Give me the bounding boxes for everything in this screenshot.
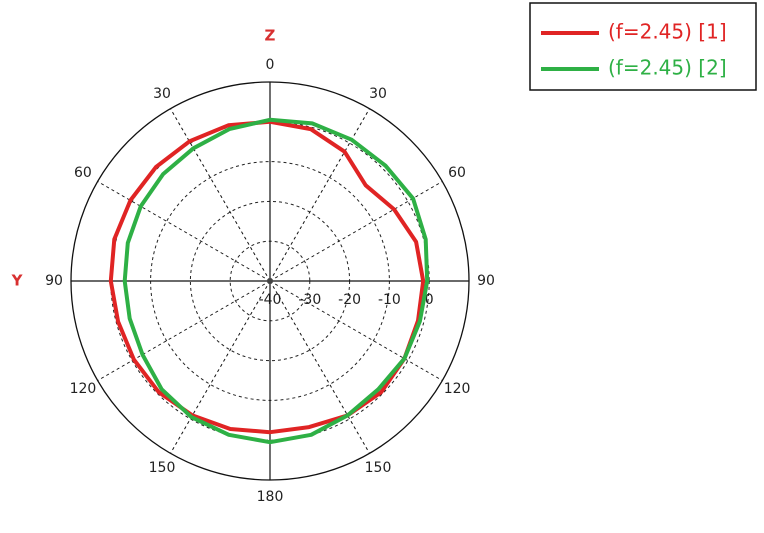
theta-tick-label: 60 xyxy=(448,165,466,181)
theta-tick-label: 90 xyxy=(477,273,495,289)
r-tick-label: -30 xyxy=(298,292,321,308)
spoke xyxy=(269,181,443,282)
theta-tick-label: 30 xyxy=(153,86,171,102)
spoke xyxy=(97,181,271,282)
center-dot xyxy=(267,278,273,284)
axis-label: Z xyxy=(265,27,276,45)
legend-label: (f=2.45) [1] xyxy=(608,20,727,44)
r-tick-label: -10 xyxy=(378,292,401,308)
theta-tick-label: 150 xyxy=(149,460,176,476)
theta-tick-label: 60 xyxy=(74,165,92,181)
legend: (f=2.45) [1] (f=2.45) [2] xyxy=(541,20,727,80)
theta-tick-label: 120 xyxy=(70,381,97,397)
theta-tick-label: 180 xyxy=(257,489,284,505)
theta-tick-label: 90 xyxy=(45,273,63,289)
r-tick-label: -20 xyxy=(338,292,361,308)
theta-tick-label: 30 xyxy=(369,86,387,102)
legend-label: (f=2.45) [2] xyxy=(608,56,727,80)
series-line xyxy=(122,117,430,445)
r-tick-label: 0 xyxy=(425,292,434,308)
theta-tick-label: 120 xyxy=(444,381,471,397)
series-line xyxy=(108,119,426,435)
theta-tick-label: 150 xyxy=(365,460,392,476)
theta-tick-label: 0 xyxy=(266,57,275,73)
axis-label: Y xyxy=(11,272,24,290)
legend-box xyxy=(529,2,757,91)
